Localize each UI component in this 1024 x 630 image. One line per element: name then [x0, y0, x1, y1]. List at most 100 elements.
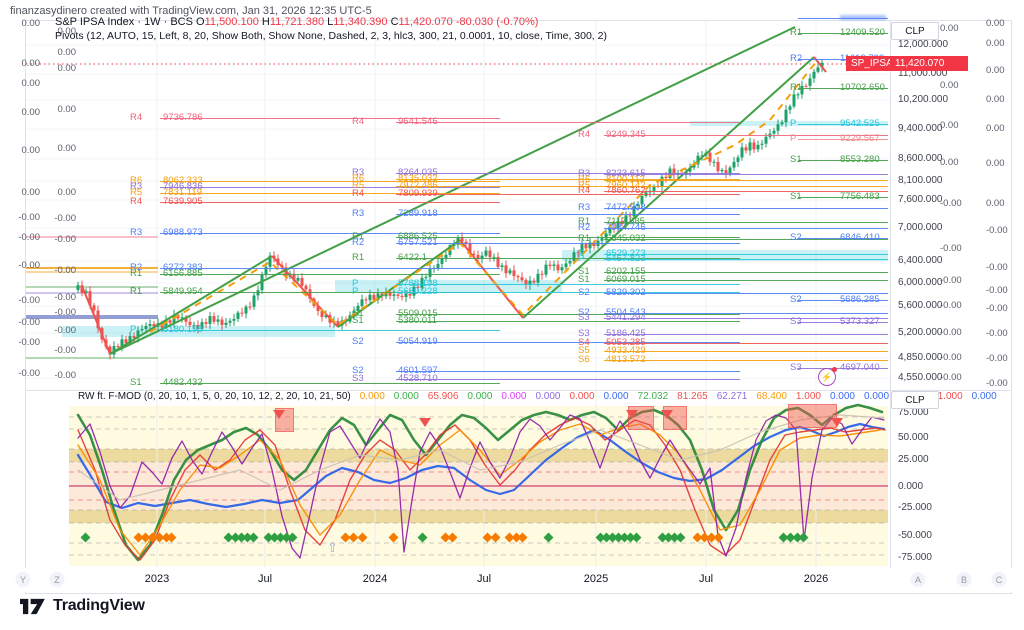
price-tick: 8,600.000 — [898, 153, 943, 164]
attribution-text: finanzasydinero created with TradingView… — [10, 5, 372, 17]
symbol-title[interactable]: S&P IPSA Index · 1W · BCS — [55, 16, 193, 28]
oscillator-tick: 50.000 — [898, 432, 929, 443]
price-tick: 9,400.000 — [898, 123, 943, 134]
ohlc-value: 11,500.100 — [204, 16, 259, 28]
indicator-value: 0.000 — [829, 391, 855, 402]
indicator-value: 62.271 — [716, 391, 748, 402]
zero-value-label: 0.00 — [21, 58, 41, 69]
time-range-button-b[interactable]: B — [956, 572, 972, 587]
indicator-value: 0.000 — [603, 391, 629, 402]
price-tick: 10,200.000 — [898, 94, 949, 105]
time-range-button-c[interactable]: C — [991, 572, 1007, 587]
zero-value-label: -0.00 — [986, 225, 1008, 236]
time-axis[interactable]: 2023 Jul 2024 Jul 2025 Jul 2026 Y Z A B C — [0, 568, 1024, 592]
oscillator-tick: 0.000 — [898, 481, 924, 492]
zero-value-label: -0.00 — [18, 212, 40, 223]
zero-value-label: -0.00 — [54, 325, 76, 336]
price-tick: 7,600.000 — [898, 194, 943, 205]
time-tick-label: Jul — [698, 573, 714, 585]
oscillator-tick: 25.000 — [898, 454, 929, 465]
time-tick-label: 2023 — [144, 573, 170, 585]
zero-value-label: -0.00 — [54, 307, 76, 318]
zero-value-label: -0.00 — [18, 337, 40, 348]
zero-value-label: 0.00 — [940, 80, 959, 91]
price-tick: 4,550.000 — [898, 372, 943, 383]
zero-value-label: -0.00 — [940, 198, 962, 209]
indicator-value: 0.000 — [569, 391, 595, 402]
indicator-value: 72.032 — [637, 391, 669, 402]
tradingview-logo-icon — [20, 598, 45, 614]
indicator-value: 0.000 — [393, 391, 419, 402]
price-tick: 5,200.000 — [898, 327, 943, 338]
chart-frame — [25, 20, 1012, 594]
time-tick-label: 2024 — [362, 573, 388, 585]
price-axis-separator — [890, 20, 891, 592]
tradingview-logo[interactable]: TradingView — [20, 597, 145, 615]
zero-value-label: 0.00 — [57, 63, 77, 74]
price-tick: 8,100.000 — [898, 175, 943, 186]
zero-value-label: -0.00 — [54, 265, 76, 276]
zero-value-label: 0.00 — [986, 65, 1005, 76]
zero-value-label: -0.00 — [54, 345, 76, 356]
ohlc-values: O11,500.100 H11,721.380 L11,340.390 C11,… — [196, 16, 453, 28]
zero-value-label: 0.00 — [986, 94, 1005, 105]
zero-value-label: -0.00 — [986, 303, 1008, 314]
price-tick: 12,000.000 — [898, 39, 949, 50]
zero-value-label: 0.00 — [57, 47, 77, 58]
oscillator-tick: -75.000 — [898, 552, 932, 563]
zero-value-label: -0.00 — [18, 232, 40, 243]
zero-value-label: -0.00 — [940, 372, 962, 383]
time-range-button-y[interactable]: Y — [15, 572, 31, 587]
indicator-value: 65.906 — [427, 391, 459, 402]
currency-label-main[interactable]: CLP — [891, 22, 939, 40]
zero-value-label: -0.00 — [940, 275, 962, 286]
indicator-value: 0.000 — [501, 391, 527, 402]
ohlc-key: C — [387, 16, 399, 28]
zero-value-label: -0.00 — [18, 317, 40, 328]
time-range-button-z[interactable]: Z — [49, 572, 65, 587]
indicator-value: 0.000 — [535, 391, 561, 402]
indicator-value: 0.000 — [467, 391, 493, 402]
zero-value-label: -0.00 — [18, 295, 40, 306]
oscillator-tick: -25.000 — [898, 502, 932, 513]
zero-value-label: 0.00 — [940, 23, 959, 34]
pivots-indicator-legend[interactable]: Pivots (12, AUTO, 15, Left, 8, 20, Show … — [55, 30, 607, 42]
pane-separator[interactable] — [25, 390, 1010, 391]
zero-value-label: -0.00 — [54, 234, 76, 245]
ohlc-key: H — [258, 16, 270, 28]
flash-marker-icon[interactable]: ⚡ — [818, 367, 837, 386]
zero-value-label: 0.00 — [21, 18, 41, 29]
currency-label-lower[interactable]: CLP — [891, 391, 939, 409]
tradingview-wordmark: TradingView — [53, 597, 145, 614]
zero-value-label: 0.00 — [21, 187, 41, 198]
indicator-status-row[interactable]: RW ft. F-MOD (0, 20, 10, 1, 5, 0, 20, 10… — [78, 391, 1006, 402]
zero-value-label: 0.00 — [986, 198, 1005, 209]
zero-value-label: 0.00 — [57, 187, 77, 198]
last-price-badge: 11,420.070 — [890, 56, 968, 71]
zero-value-label: 0.00 — [57, 26, 77, 37]
ohlc-key: O — [196, 16, 205, 28]
zero-value-label: -0.00 — [986, 285, 1008, 296]
lightning-icon: ⚡ — [821, 371, 833, 382]
zero-value-label: -0.00 — [986, 328, 1008, 339]
zero-value-label: -0.00 — [986, 378, 1008, 389]
time-tick-label: Jul — [476, 573, 492, 585]
oscillator-tick: -50.000 — [898, 530, 932, 541]
time-tick-label: 2025 — [583, 573, 609, 585]
zero-value-label: 0.00 — [940, 120, 959, 131]
price-tick: 11,000.000 — [898, 68, 948, 79]
price-tick: 7,000.000 — [898, 222, 943, 233]
zero-value-label: -0.00 — [54, 292, 76, 303]
indicator-title[interactable]: RW ft. F-MOD (0, 20, 10, 1, 5, 0, 20, 10… — [78, 391, 351, 402]
indicator-value: 0.000 — [359, 391, 385, 402]
time-range-button-a[interactable]: A — [910, 572, 926, 587]
zero-value-label: -0.00 — [940, 243, 962, 254]
symbol-legend[interactable]: S&P IPSA Index · 1W · BCS O11,500.100 H1… — [55, 16, 538, 28]
indicator-value: 1.000 — [937, 391, 963, 402]
zero-value-label: -0.00 — [54, 213, 76, 224]
zero-value-label: -0.00 — [54, 370, 76, 381]
ohlc-key: L — [324, 16, 334, 28]
indicator-value: 68.400 — [756, 391, 787, 402]
price-tick: 4,850.000 — [898, 352, 943, 363]
